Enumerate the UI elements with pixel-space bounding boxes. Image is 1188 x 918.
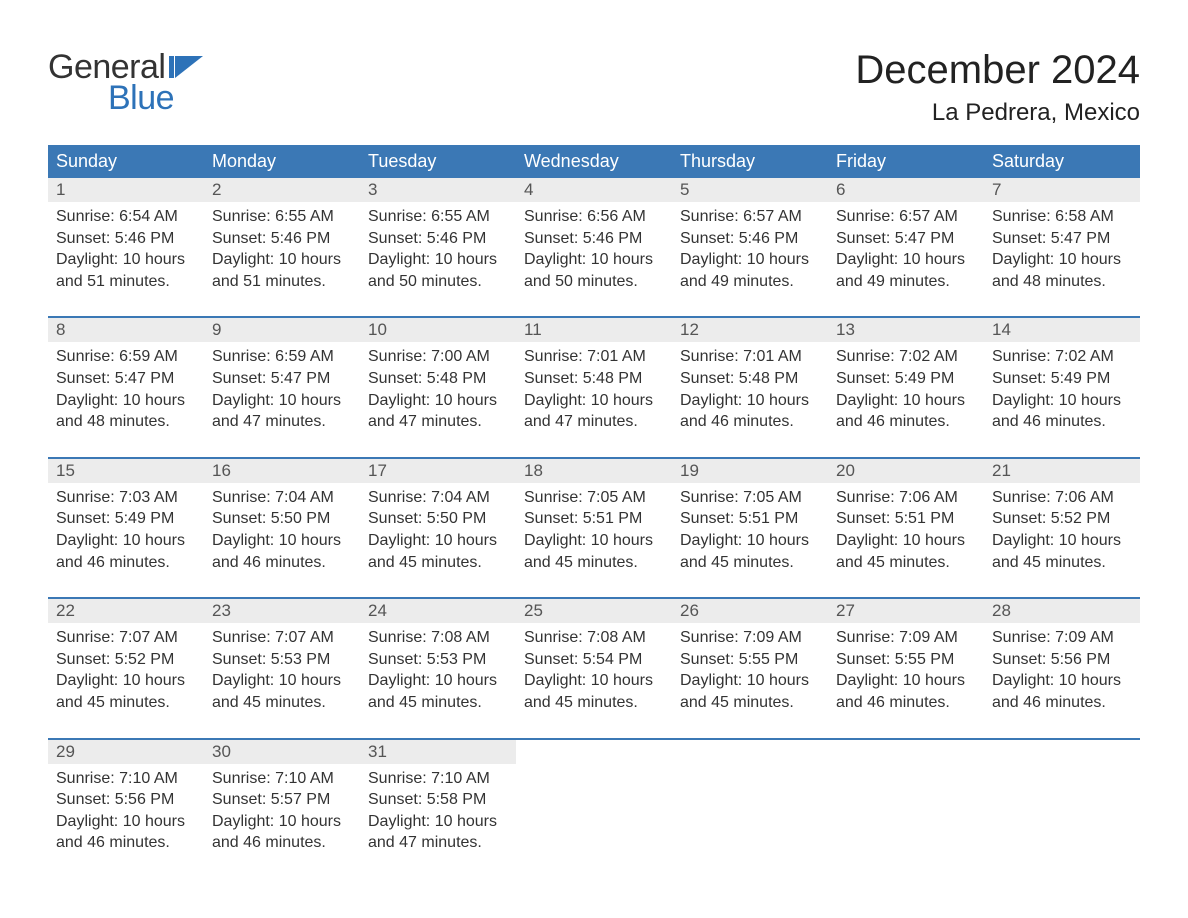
day-content-cell: Sunrise: 7:02 AMSunset: 5:49 PMDaylight:…: [828, 342, 984, 457]
day-content-cell: [828, 764, 984, 878]
day-content-cell: Sunrise: 6:59 AMSunset: 5:47 PMDaylight:…: [48, 342, 204, 457]
day-content-cell: Sunrise: 6:59 AMSunset: 5:47 PMDaylight:…: [204, 342, 360, 457]
day-content-cell: Sunrise: 7:09 AMSunset: 5:55 PMDaylight:…: [828, 623, 984, 738]
day-header: Monday: [204, 145, 360, 178]
day-content-cell: Sunrise: 7:00 AMSunset: 5:48 PMDaylight:…: [360, 342, 516, 457]
day-number-cell: 30: [204, 740, 360, 764]
day-header: Wednesday: [516, 145, 672, 178]
day-content-cell: Sunrise: 7:01 AMSunset: 5:48 PMDaylight:…: [516, 342, 672, 457]
day-number-cell: [672, 740, 828, 764]
page-header: General Blue December 2024 La Pedrera, M…: [48, 48, 1140, 127]
day-content-cell: Sunrise: 6:57 AMSunset: 5:46 PMDaylight:…: [672, 202, 828, 317]
day-number-cell: 25: [516, 599, 672, 623]
day-header: Friday: [828, 145, 984, 178]
day-number-cell: 20: [828, 459, 984, 483]
day-content-cell: Sunrise: 7:07 AMSunset: 5:53 PMDaylight:…: [204, 623, 360, 738]
day-content-cell: Sunrise: 6:55 AMSunset: 5:46 PMDaylight:…: [360, 202, 516, 317]
day-content-cell: Sunrise: 7:07 AMSunset: 5:52 PMDaylight:…: [48, 623, 204, 738]
day-content-cell: Sunrise: 7:04 AMSunset: 5:50 PMDaylight:…: [204, 483, 360, 598]
day-number-cell: 7: [984, 178, 1140, 202]
day-number-cell: 13: [828, 318, 984, 342]
day-content-cell: Sunrise: 7:09 AMSunset: 5:55 PMDaylight:…: [672, 623, 828, 738]
calendar-page: General Blue December 2024 La Pedrera, M…: [0, 0, 1188, 878]
day-number-cell: 5: [672, 178, 828, 202]
day-number-cell: 6: [828, 178, 984, 202]
day-number-cell: 3: [360, 178, 516, 202]
day-number-cell: 4: [516, 178, 672, 202]
logo: General Blue: [48, 48, 203, 118]
day-number-cell: [984, 740, 1140, 764]
day-number-row: 891011121314: [48, 318, 1140, 342]
calendar-table: Sunday Monday Tuesday Wednesday Thursday…: [48, 145, 1140, 878]
day-content-cell: Sunrise: 7:05 AMSunset: 5:51 PMDaylight:…: [516, 483, 672, 598]
day-number-row: 22232425262728: [48, 599, 1140, 623]
day-number-cell: [828, 740, 984, 764]
day-content-cell: Sunrise: 6:55 AMSunset: 5:46 PMDaylight:…: [204, 202, 360, 317]
day-content-cell: Sunrise: 7:06 AMSunset: 5:51 PMDaylight:…: [828, 483, 984, 598]
month-title: December 2024: [855, 48, 1140, 93]
day-number-cell: 11: [516, 318, 672, 342]
day-header: Thursday: [672, 145, 828, 178]
day-number-cell: 23: [204, 599, 360, 623]
day-number-cell: [516, 740, 672, 764]
day-content-cell: Sunrise: 6:57 AMSunset: 5:47 PMDaylight:…: [828, 202, 984, 317]
day-number-cell: 29: [48, 740, 204, 764]
day-content-row: Sunrise: 7:03 AMSunset: 5:49 PMDaylight:…: [48, 483, 1140, 598]
day-content-cell: [516, 764, 672, 878]
day-content-row: Sunrise: 6:59 AMSunset: 5:47 PMDaylight:…: [48, 342, 1140, 457]
day-content-cell: Sunrise: 7:08 AMSunset: 5:54 PMDaylight:…: [516, 623, 672, 738]
day-number-cell: 1: [48, 178, 204, 202]
day-number-row: 15161718192021: [48, 459, 1140, 483]
calendar-body: 1234567Sunrise: 6:54 AMSunset: 5:46 PMDa…: [48, 178, 1140, 878]
day-content-cell: [672, 764, 828, 878]
day-content-cell: Sunrise: 7:10 AMSunset: 5:58 PMDaylight:…: [360, 764, 516, 878]
day-content-cell: Sunrise: 7:09 AMSunset: 5:56 PMDaylight:…: [984, 623, 1140, 738]
day-number-row: 1234567: [48, 178, 1140, 202]
day-number-cell: 15: [48, 459, 204, 483]
day-content-cell: Sunrise: 7:08 AMSunset: 5:53 PMDaylight:…: [360, 623, 516, 738]
day-number-cell: 26: [672, 599, 828, 623]
day-number-cell: 17: [360, 459, 516, 483]
day-number-cell: 21: [984, 459, 1140, 483]
day-number-cell: 24: [360, 599, 516, 623]
day-number-cell: 8: [48, 318, 204, 342]
day-number-cell: 9: [204, 318, 360, 342]
day-content-row: Sunrise: 7:10 AMSunset: 5:56 PMDaylight:…: [48, 764, 1140, 878]
day-content-cell: Sunrise: 7:04 AMSunset: 5:50 PMDaylight:…: [360, 483, 516, 598]
day-number-cell: 28: [984, 599, 1140, 623]
day-content-cell: Sunrise: 7:03 AMSunset: 5:49 PMDaylight:…: [48, 483, 204, 598]
day-content-cell: Sunrise: 7:05 AMSunset: 5:51 PMDaylight:…: [672, 483, 828, 598]
day-number-cell: 31: [360, 740, 516, 764]
day-content-cell: Sunrise: 7:10 AMSunset: 5:56 PMDaylight:…: [48, 764, 204, 878]
calendar-thead: Sunday Monday Tuesday Wednesday Thursday…: [48, 145, 1140, 178]
day-number-cell: 2: [204, 178, 360, 202]
day-content-cell: Sunrise: 7:01 AMSunset: 5:48 PMDaylight:…: [672, 342, 828, 457]
location-label: La Pedrera, Mexico: [855, 99, 1140, 127]
day-number-cell: 16: [204, 459, 360, 483]
day-number-cell: 18: [516, 459, 672, 483]
day-content-cell: Sunrise: 7:10 AMSunset: 5:57 PMDaylight:…: [204, 764, 360, 878]
day-content-cell: [984, 764, 1140, 878]
day-content-row: Sunrise: 7:07 AMSunset: 5:52 PMDaylight:…: [48, 623, 1140, 738]
day-number-cell: 22: [48, 599, 204, 623]
day-content-cell: Sunrise: 6:58 AMSunset: 5:47 PMDaylight:…: [984, 202, 1140, 317]
day-header: Tuesday: [360, 145, 516, 178]
day-header-row: Sunday Monday Tuesday Wednesday Thursday…: [48, 145, 1140, 178]
day-content-cell: Sunrise: 6:56 AMSunset: 5:46 PMDaylight:…: [516, 202, 672, 317]
day-content-cell: Sunrise: 7:02 AMSunset: 5:49 PMDaylight:…: [984, 342, 1140, 457]
day-content-cell: Sunrise: 6:54 AMSunset: 5:46 PMDaylight:…: [48, 202, 204, 317]
day-content-cell: Sunrise: 7:06 AMSunset: 5:52 PMDaylight:…: [984, 483, 1140, 598]
day-header: Sunday: [48, 145, 204, 178]
day-number-cell: 12: [672, 318, 828, 342]
day-number-cell: 19: [672, 459, 828, 483]
day-content-row: Sunrise: 6:54 AMSunset: 5:46 PMDaylight:…: [48, 202, 1140, 317]
day-number-row: 293031: [48, 740, 1140, 764]
title-block: December 2024 La Pedrera, Mexico: [855, 48, 1140, 127]
logo-text-blue: Blue: [108, 79, 203, 118]
day-header: Saturday: [984, 145, 1140, 178]
day-number-cell: 10: [360, 318, 516, 342]
day-number-cell: 14: [984, 318, 1140, 342]
day-number-cell: 27: [828, 599, 984, 623]
